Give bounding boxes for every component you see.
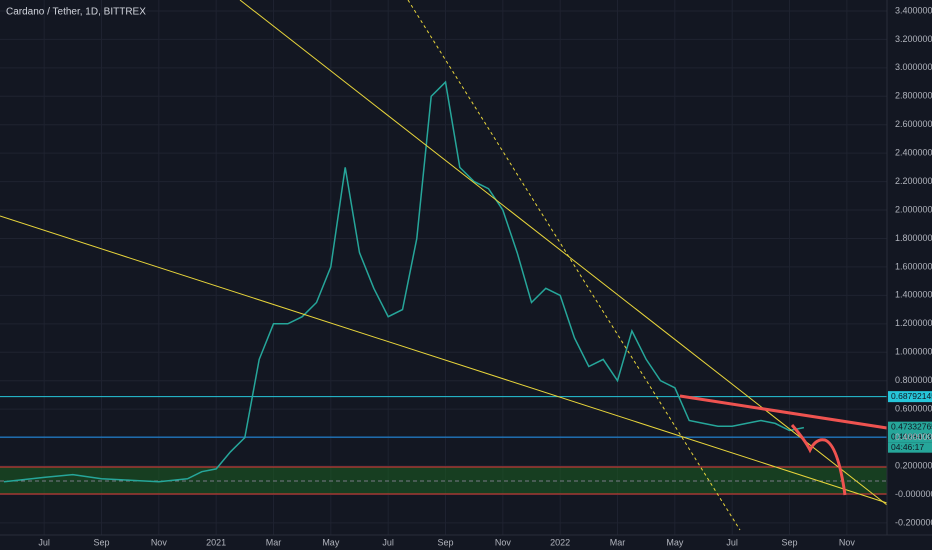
y-tick-label: 1.20000000 xyxy=(895,318,932,328)
x-tick-label: Jul xyxy=(38,537,50,547)
y-tick-label: -0.20000000 xyxy=(895,517,932,527)
y-tick-label: 0.80000000 xyxy=(895,375,932,385)
y-tick-label: 2.60000000 xyxy=(895,119,932,129)
price-tag-label: 0.40284734 xyxy=(891,431,932,441)
trendline-dashed xyxy=(407,0,741,531)
y-tick-label: 1.80000000 xyxy=(895,233,932,243)
y-tick-label: 3.40000000 xyxy=(895,5,932,15)
y-tick-label: 0.60000000 xyxy=(895,404,932,414)
x-tick-label: Sep xyxy=(93,537,109,547)
x-tick-label: Jul xyxy=(382,537,394,547)
x-tick-label: Nov xyxy=(839,537,856,547)
x-tick-label: Nov xyxy=(495,537,512,547)
price-line xyxy=(3,80,805,483)
y-tick-label: 2.00000000 xyxy=(895,204,932,214)
projection-curve xyxy=(790,424,847,496)
resistance-line xyxy=(679,394,888,430)
y-tick-label: 2.80000000 xyxy=(895,91,932,101)
countdown: 04:46:17 xyxy=(891,442,924,452)
x-tick-label: May xyxy=(666,537,684,547)
y-tick-label: 2.40000000 xyxy=(895,148,932,158)
levels xyxy=(0,396,887,438)
x-tick-label: May xyxy=(322,537,340,547)
y-tick-label: -0.00000000 xyxy=(895,489,932,499)
y-tick-label: 1.60000000 xyxy=(895,261,932,271)
y-tick-label: 3.00000000 xyxy=(895,62,932,72)
x-tick-label: Nov xyxy=(151,537,168,547)
x-tick-label: 2022 xyxy=(550,537,570,547)
grid xyxy=(0,0,887,535)
price-tag-label: 0.47332765 xyxy=(891,421,932,431)
x-tick-label: Sep xyxy=(782,537,798,547)
y-tick-label: 0.40000000 xyxy=(895,432,932,442)
x-tick-label: Mar xyxy=(266,537,282,547)
countdown-box xyxy=(888,442,932,453)
y-tick-label: 2.20000000 xyxy=(895,176,932,186)
y-tick-label: 0.20000000 xyxy=(895,460,932,470)
x-tick-label: Sep xyxy=(437,537,453,547)
y-tick-label: 1.00000000 xyxy=(895,347,932,357)
x-tick-label: Jul xyxy=(726,537,738,547)
trendline xyxy=(239,0,888,506)
x-tick-label: 2021 xyxy=(206,537,226,547)
price-tag xyxy=(888,431,932,443)
trendline xyxy=(0,215,888,504)
y-tick-label: 3.20000000 xyxy=(895,34,932,44)
price-tag xyxy=(888,391,932,403)
price-tag xyxy=(888,421,932,433)
x-tick-label: Mar xyxy=(610,537,626,547)
series xyxy=(3,80,805,483)
chart-title: Cardano / Tether, 1D, BITTREX xyxy=(6,7,146,18)
y-tick-label: 1.40000000 xyxy=(895,290,932,300)
price-tag-label: 0.68792145 xyxy=(891,391,932,401)
